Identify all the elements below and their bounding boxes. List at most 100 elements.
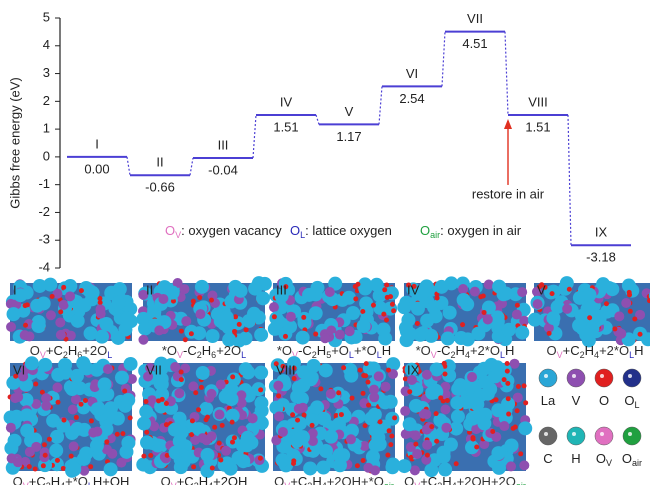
atom	[303, 461, 317, 475]
atom-key-shine	[600, 374, 604, 378]
level-name: VI	[406, 66, 418, 81]
atom	[56, 330, 66, 340]
rich-text: OV+C2H4+2OH+*Oair	[274, 474, 394, 485]
atom	[258, 456, 263, 461]
atom	[138, 335, 148, 345]
atom	[78, 361, 92, 375]
atom	[95, 330, 109, 344]
rich-text: Oair	[622, 451, 642, 468]
atom	[445, 398, 450, 403]
text-part: V	[572, 393, 581, 408]
atom	[512, 310, 522, 320]
atom	[506, 412, 511, 417]
atom	[7, 307, 21, 321]
annotation: restore in air	[472, 186, 545, 201]
atom	[258, 387, 263, 392]
atom	[86, 286, 100, 300]
rich-text: OV+C2H4+*OLH+OH	[13, 474, 130, 485]
value-label: 1.51	[273, 119, 298, 134]
atom	[441, 423, 451, 433]
atom	[434, 439, 439, 444]
atom	[387, 428, 392, 433]
text-part: -C	[298, 343, 312, 358]
atom	[143, 399, 148, 404]
atom	[65, 382, 79, 396]
atom	[369, 392, 379, 402]
text-part: : oxygen in air	[440, 223, 522, 238]
text-part: *O	[162, 343, 177, 358]
atom	[119, 445, 133, 459]
atom	[491, 446, 505, 460]
atom	[295, 418, 300, 423]
value-label: -3.18	[586, 250, 616, 265]
rich-text: OL	[624, 393, 639, 410]
atom	[83, 398, 88, 403]
text-part: H	[68, 343, 77, 358]
atom	[385, 295, 390, 300]
atom	[141, 454, 146, 459]
atom	[237, 322, 242, 327]
atom	[515, 326, 529, 340]
atom	[49, 444, 63, 458]
atom	[90, 439, 104, 453]
rich-text: OV+C2H4+2*OLH	[547, 343, 644, 360]
atom	[27, 464, 32, 469]
atom	[55, 458, 60, 463]
y-tick-label: 4	[43, 37, 50, 52]
text-part: O	[420, 223, 430, 238]
atom	[361, 391, 366, 396]
atom	[374, 371, 384, 381]
atom	[355, 282, 360, 287]
connector	[190, 158, 193, 175]
atom-key	[595, 427, 613, 445]
rich-text: La	[541, 393, 556, 408]
atom	[425, 453, 430, 458]
atom	[13, 392, 23, 402]
atom	[392, 415, 397, 420]
level-name: III	[218, 137, 229, 152]
atom	[6, 376, 20, 390]
text-part: O	[274, 474, 284, 485]
atom	[482, 310, 487, 315]
text-part: : lattice oxygen	[305, 223, 392, 238]
atom	[384, 282, 389, 287]
text-part: +O	[331, 343, 349, 358]
atom	[443, 306, 457, 320]
atom	[450, 396, 464, 410]
atom	[361, 373, 366, 378]
atom	[65, 291, 75, 301]
atom	[220, 423, 225, 428]
text-part: H+OH	[93, 474, 129, 485]
atom	[170, 362, 180, 372]
atom	[33, 381, 38, 386]
atom	[397, 459, 411, 473]
atom	[291, 458, 296, 463]
atom	[451, 382, 465, 396]
text-part: H	[317, 343, 326, 358]
atom	[91, 402, 105, 416]
atom	[52, 383, 62, 393]
atom	[318, 386, 323, 391]
atom	[216, 380, 226, 390]
atom	[38, 358, 52, 372]
atom-key-shine	[572, 374, 576, 378]
atom	[502, 377, 507, 382]
rich-text: OV+C2H4+2OH+2Oair	[404, 474, 526, 485]
text-part: +2*O	[599, 343, 629, 358]
atom	[59, 300, 69, 310]
rich-text: C	[543, 451, 552, 466]
atom	[120, 311, 134, 325]
atom	[121, 393, 135, 407]
atom	[310, 423, 315, 428]
atom	[191, 464, 196, 469]
atom	[481, 387, 495, 401]
atom	[77, 298, 91, 312]
y-axis-title: Gibbs free energy (eV)	[7, 77, 22, 209]
atom	[42, 442, 47, 447]
text-part: O	[13, 474, 23, 485]
value-label: 1.17	[336, 129, 361, 144]
atom	[422, 440, 432, 450]
level-name: II	[156, 155, 163, 170]
atom	[104, 439, 109, 444]
atom	[377, 322, 391, 336]
